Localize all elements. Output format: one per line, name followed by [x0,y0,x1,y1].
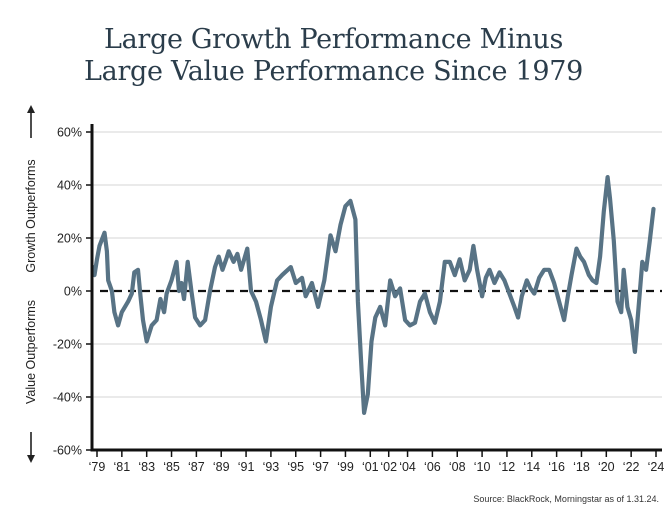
x-tick-label: ‘08 [449,460,466,474]
series-line [90,175,656,415]
y-axis-label-value: Value Outperforms [24,300,38,404]
x-tick-label: ‘89 [213,460,230,474]
y-tick-label: 0% [64,285,82,299]
x-tick-label: ‘02 [380,460,397,474]
y-tick-label: -60% [53,444,82,458]
x-tick-label: ‘87 [188,460,205,474]
x-tick-label: ‘18 [573,460,590,474]
x-tick-label: ‘91 [238,460,255,474]
x-tick-label: ‘20 [598,460,615,474]
up-arrow-icon [27,105,35,138]
x-tick-label: ‘14 [523,460,540,474]
x-tick-label: ‘81 [114,460,131,474]
x-tick-label: ‘04 [399,460,416,474]
y-tick-label: -40% [53,391,82,405]
x-tick-label: ‘01 [362,460,379,474]
y-axis-ticks: 60% 40% 20% 0% -20% -40% -60% [53,126,92,458]
gridlines [92,131,662,398]
y-tick-label: 60% [57,126,82,140]
source-note: Source: BlackRock, Morningstar as of 1.3… [473,494,659,504]
x-tick-label: ‘85 [163,460,180,474]
x-tick-label: ‘99 [337,460,354,474]
chart-title-line-1: Large Growth Performance Minus [103,24,564,55]
x-tick-label: ‘79 [89,460,106,474]
x-tick-label: ‘93 [263,460,280,474]
x-tick-label: ‘95 [287,460,304,474]
axes [90,124,662,452]
y-tick-label: -20% [53,338,82,352]
y-tick-label: 40% [57,179,82,193]
x-tick-label: ‘06 [424,460,441,474]
x-tick-label: ‘22 [623,460,640,474]
chart-title-line-2: Large Value Performance Since 1979 [84,56,583,87]
x-tick-label: ‘97 [312,460,329,474]
x-tick-label: ‘16 [548,460,565,474]
growth-outperforms-label: Growth Outperforms [24,159,38,272]
x-axis-ticks: ‘79 ‘81 ‘83 ‘85 ‘87 ‘89 ‘91 ‘93 ‘95 ‘97 ‘99 ‘01 ‘02 ‘… [89,450,665,474]
x-tick-label: ‘10 [474,460,491,474]
x-tick-label: ‘12 [499,460,516,474]
chart-title: Large Growth Performance Minus Large Val… [0,24,667,88]
value-outperforms-label: Value Outperforms [24,300,38,404]
y-axis-label-growth: Growth Outperforms [24,159,38,272]
down-arrow-icon [27,432,35,463]
x-tick-label: ‘24 [648,460,665,474]
x-tick-label: ‘83 [138,460,155,474]
y-tick-label: 20% [57,232,82,246]
